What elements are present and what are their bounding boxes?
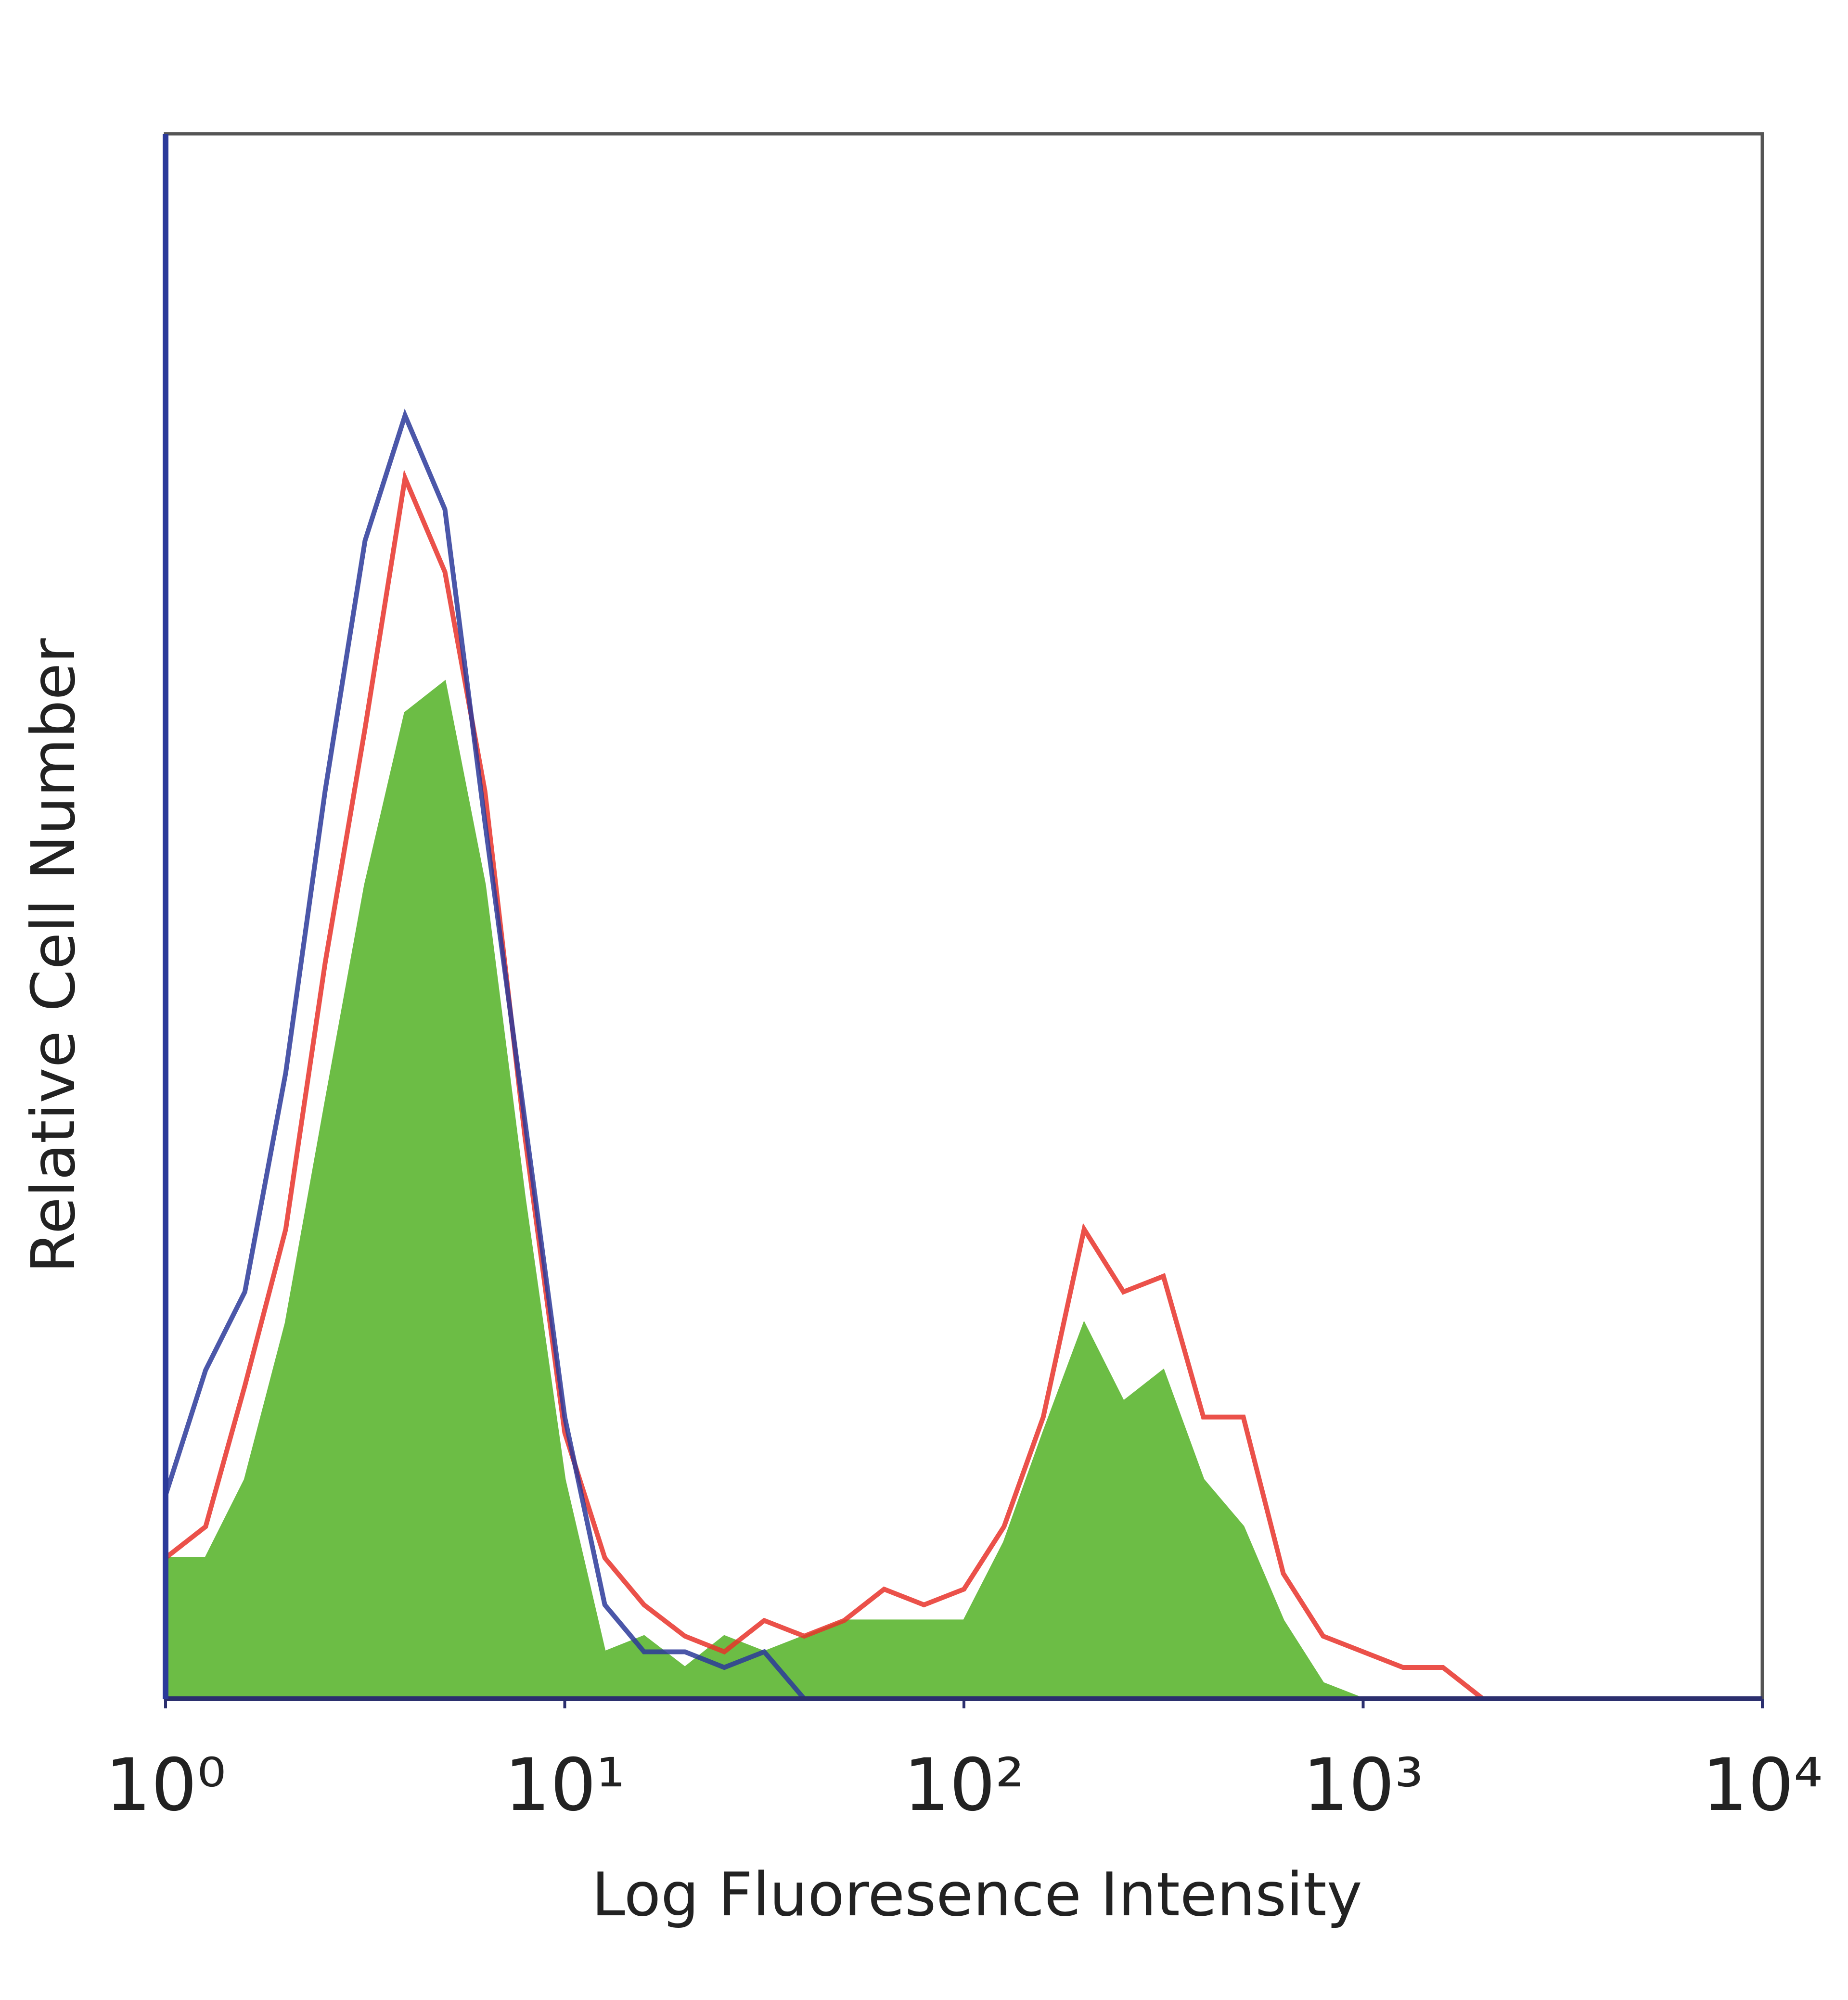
x-axis-label: Log Fluoresence Intensity bbox=[591, 1860, 1362, 1930]
y-axis-label: Relative Cell Number bbox=[19, 638, 89, 1273]
x-tick-label: 10¹ bbox=[504, 1744, 625, 1827]
x-tick-label: 10⁰ bbox=[105, 1744, 226, 1827]
x-tick-label: 10³ bbox=[1303, 1744, 1424, 1827]
histogram-line bbox=[164, 469, 1485, 1701]
x-tick-label: 10² bbox=[903, 1744, 1024, 1827]
x-tick-label: 10⁴ bbox=[1702, 1744, 1822, 1827]
